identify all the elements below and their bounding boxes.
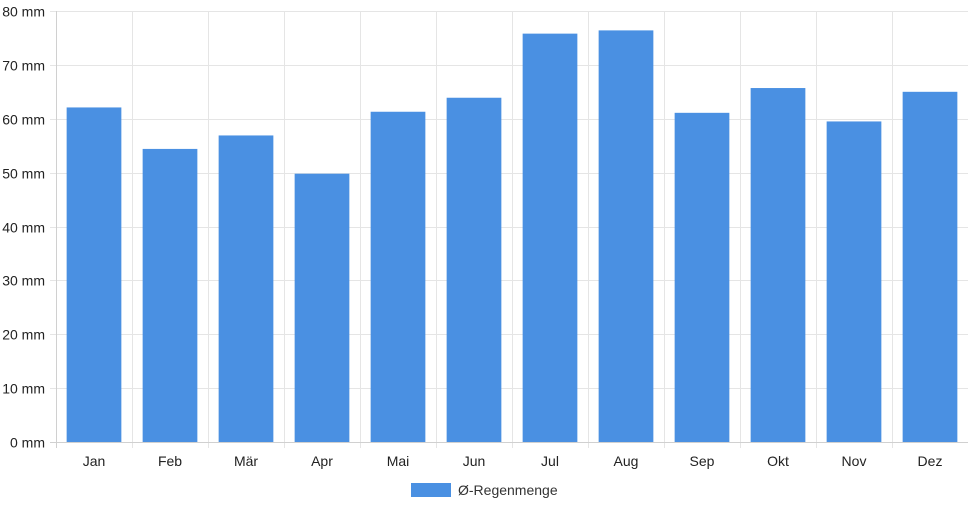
x-axis-tick-labels: Jan Feb Mär Apr Mai Jun Jul Aug Sep Okt Nov Dez [83,453,943,469]
bar-Jul[interactable] [522,33,578,442]
bar-Jun[interactable] [446,97,502,443]
y-tick-label: 10 mm [2,381,45,397]
legend[interactable]: Ø-Regenmenge [411,482,558,498]
bar-series [66,30,958,443]
x-tick-label: Sep [690,453,715,469]
x-tick-label: Mai [387,453,410,469]
x-tick-label: Mär [234,453,258,469]
y-tick-label: 0 mm [10,435,45,451]
x-tick-label: Aug [614,453,639,469]
bar-Jan[interactable] [66,107,122,442]
axes [50,11,968,448]
x-tick-label: Apr [311,453,333,469]
y-tick-label: 30 mm [2,273,45,289]
y-tick-label: 20 mm [2,327,45,343]
y-tick-label: 60 mm [2,112,45,128]
bar-Dez[interactable] [902,91,958,442]
bar-Aug[interactable] [598,30,654,442]
bar-Apr[interactable] [294,173,350,442]
x-tick-label: Okt [767,453,789,469]
bar-Feb[interactable] [142,148,198,443]
legend-label[interactable]: Ø-Regenmenge [458,482,558,498]
grid-lines [50,11,968,448]
x-tick-label: Jun [463,453,486,469]
x-tick-label: Nov [842,453,867,469]
legend-swatch[interactable] [411,483,451,497]
x-tick-label: Feb [158,453,182,469]
y-axis-tick-labels: 0 mm 10 mm 20 mm 30 mm 40 mm 50 mm 60 mm 70 mm 8… [2,4,45,451]
bar-Okt[interactable] [750,88,806,442]
x-tick-label: Dez [918,453,943,469]
y-tick-label: 50 mm [2,166,45,182]
bar-Mai[interactable] [370,111,426,442]
x-tick-label: Jul [541,453,559,469]
bar-Mär[interactable] [218,135,274,442]
bar-Nov[interactable] [826,121,882,442]
x-tick-label: Jan [83,453,106,469]
bar-Sep[interactable] [674,112,730,442]
y-tick-label: 80 mm [2,4,45,20]
y-tick-label: 70 mm [2,58,45,74]
y-tick-label: 40 mm [2,220,45,236]
